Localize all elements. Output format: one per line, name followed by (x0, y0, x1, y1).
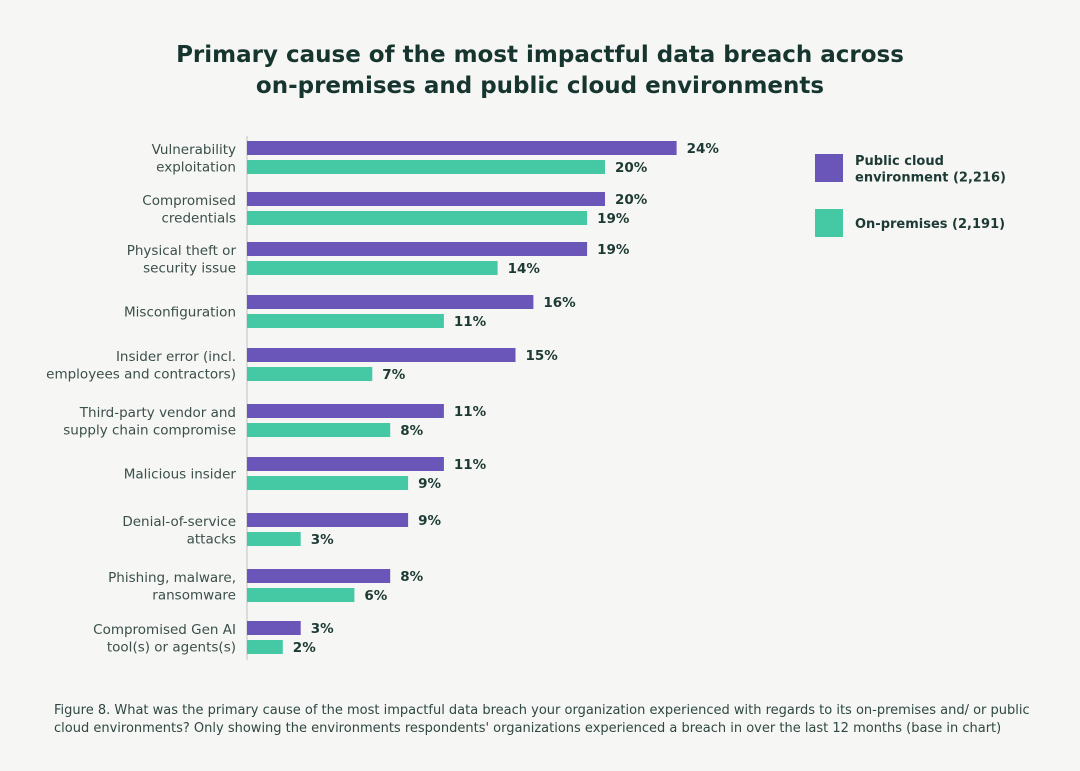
category-label-1-line-0: Compromised (142, 193, 236, 209)
category-label-9-line-0: Compromised Gen AI (93, 622, 236, 638)
value-label-cloud-9: 3% (311, 621, 334, 637)
value-label-onprem-3: 11% (454, 314, 487, 330)
value-label-onprem-8: 6% (364, 588, 387, 604)
chart-title-line-2: on-premises and public cloud environment… (255, 73, 825, 99)
legend-label-1-line-0: On-premises (2,191) (855, 217, 1005, 232)
category-label-7-line-0: Denial-of-service (122, 514, 236, 530)
bar-cloud-2 (247, 242, 588, 256)
category-label-0-line-0: Vulnerability (152, 142, 236, 158)
value-label-onprem-2: 14% (508, 261, 541, 277)
value-label-onprem-9: 2% (293, 640, 316, 656)
chart-title: Primary cause of the most impactful data… (0, 40, 1080, 102)
category-label-3-line-0: Misconfiguration (124, 305, 236, 321)
value-label-cloud-5: 11% (454, 404, 487, 420)
bar-onprem-3 (247, 314, 444, 328)
legend-swatch-1 (815, 209, 843, 237)
category-label-7-line-1: attacks (187, 531, 236, 547)
value-label-onprem-1: 19% (597, 211, 630, 227)
value-label-onprem-5: 8% (400, 423, 423, 439)
value-label-cloud-6: 11% (454, 457, 487, 473)
bar-onprem-1 (247, 211, 588, 225)
bar-cloud-7 (247, 513, 409, 527)
bar-onprem-6 (247, 476, 409, 490)
value-label-cloud-0: 24% (687, 141, 720, 157)
figure-caption: Figure 8. What was the primary cause of … (54, 703, 1030, 736)
legend-label-0-line-0: Public cloud (855, 154, 944, 169)
category-label-8-line-0: Phishing, malware, (108, 570, 236, 586)
value-label-cloud-1: 20% (615, 192, 648, 208)
category-label-2-line-0: Physical theft or (127, 243, 237, 259)
bar-cloud-0 (247, 141, 677, 155)
value-label-onprem-4: 7% (382, 367, 405, 383)
value-label-onprem-7: 3% (311, 532, 334, 548)
category-label-6-line-0: Malicious insider (124, 467, 237, 483)
chart-title-line-1: Primary cause of the most impactful data… (176, 42, 904, 68)
bar-onprem-4 (247, 367, 373, 381)
bar-cloud-5 (247, 404, 444, 418)
value-label-onprem-6: 9% (418, 476, 441, 492)
bar-cloud-3 (247, 295, 534, 309)
bar-cloud-6 (247, 457, 444, 471)
legend-swatch-0 (815, 154, 843, 182)
category-label-5-line-1: supply chain compromise (63, 422, 236, 438)
value-label-cloud-3: 16% (543, 295, 576, 311)
bar-onprem-8 (247, 588, 355, 602)
bar-cloud-9 (247, 621, 301, 635)
category-label-0-line-1: exploitation (156, 159, 236, 175)
value-label-onprem-0: 20% (615, 160, 648, 176)
category-label-5-line-0: Third-party vendor and (79, 405, 236, 421)
value-label-cloud-7: 9% (418, 513, 441, 529)
category-label-4-line-1: employees and contractors) (46, 366, 236, 382)
value-label-cloud-4: 15% (526, 348, 559, 364)
bar-cloud-1 (247, 192, 605, 206)
category-label-9-line-1: tool(s) or agents(s) (107, 639, 236, 655)
bar-onprem-2 (247, 261, 498, 275)
bar-onprem-0 (247, 160, 605, 174)
value-label-cloud-2: 19% (597, 242, 630, 258)
bar-onprem-5 (247, 423, 391, 437)
category-label-4-line-0: Insider error (incl. (116, 349, 236, 365)
category-label-2-line-1: security issue (143, 260, 236, 276)
legend-label-0-line-1: environment (2,216) (855, 170, 1006, 185)
value-label-cloud-8: 8% (400, 569, 423, 585)
category-label-8-line-1: ransomware (152, 587, 236, 603)
bar-onprem-7 (247, 532, 301, 546)
category-label-1-line-1: credentials (161, 210, 236, 226)
bar-onprem-9 (247, 640, 283, 654)
bar-cloud-8 (247, 569, 391, 583)
bar-cloud-4 (247, 348, 516, 362)
